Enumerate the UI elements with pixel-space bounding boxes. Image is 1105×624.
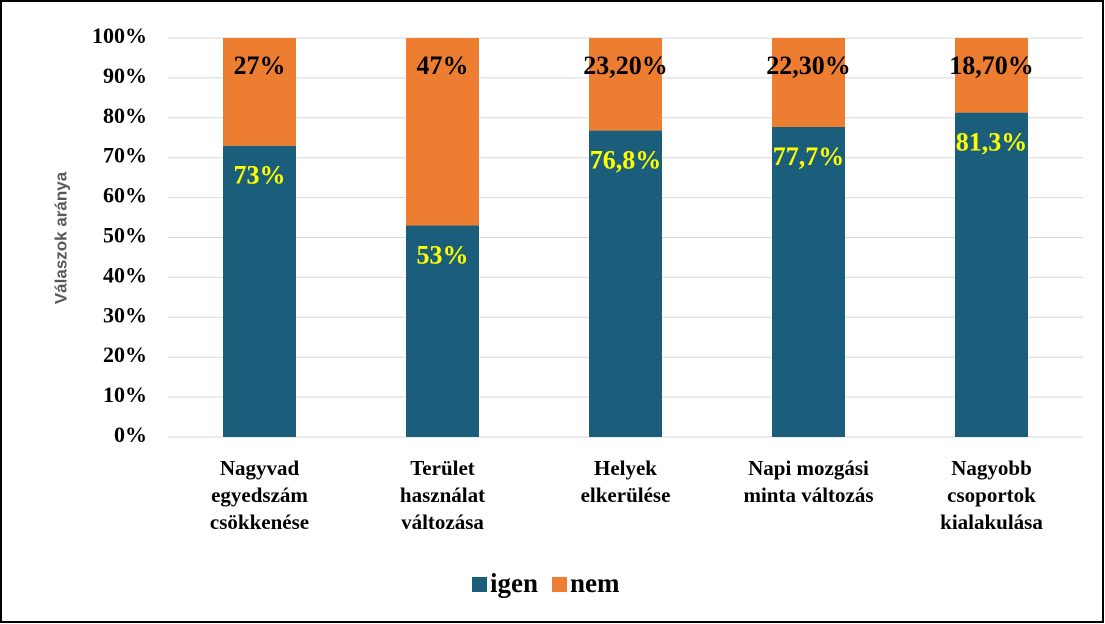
x-tick-label: Helyek — [594, 456, 657, 480]
x-tick-label: csökkenése — [210, 510, 309, 534]
y-tick-label: 20% — [103, 342, 147, 367]
x-tick-label: csoportok — [947, 483, 1036, 507]
data-label: 73% — [234, 161, 286, 190]
y-tick-label: 50% — [103, 223, 147, 248]
x-tick-label: elkerülése — [581, 483, 671, 507]
legend-swatch — [472, 577, 487, 592]
data-label: 47% — [417, 51, 469, 80]
x-tick-label: használat — [400, 483, 485, 507]
bar-segment — [772, 126, 845, 438]
data-label: 76,8% — [590, 146, 662, 175]
y-tick-label: 30% — [103, 302, 147, 327]
bar-segment — [406, 225, 479, 437]
x-tick-label: minta változás — [743, 483, 873, 507]
bar-segment — [589, 130, 662, 437]
data-label: 22,30% — [766, 51, 851, 80]
y-tick-label: 90% — [103, 63, 147, 88]
x-tick-label: kialakulása — [940, 510, 1043, 534]
x-tick-label: változása — [401, 510, 484, 534]
x-tick-label: Napi mozgási — [748, 456, 869, 480]
y-axis-label: Válaszok aránya — [51, 171, 70, 304]
y-tick-label: 70% — [103, 143, 147, 168]
y-tick-label: 10% — [103, 382, 147, 407]
bar-segment — [955, 112, 1028, 437]
legend-label: nem — [570, 568, 620, 598]
y-tick-label: 80% — [103, 103, 147, 128]
data-label: 77,7% — [773, 142, 845, 171]
y-tick-label: 0% — [114, 422, 147, 447]
data-label: 81,3% — [956, 128, 1028, 157]
legend-swatch — [552, 577, 568, 592]
x-tick-label: egyedszám — [211, 483, 308, 507]
bar-segment — [223, 145, 296, 438]
bar-segment — [955, 38, 1028, 113]
legend-label: igen — [490, 568, 538, 598]
x-tick-label: Nagyvad — [220, 456, 300, 480]
x-tick-label: Nagyobb — [951, 456, 1032, 480]
bar-segment — [406, 38, 479, 226]
data-label: 53% — [417, 240, 469, 269]
data-label: 18,70% — [949, 51, 1034, 80]
data-label: 23,20% — [583, 51, 668, 80]
bar-segment — [223, 38, 296, 146]
x-tick-label: Terület — [410, 456, 475, 480]
y-tick-label: 100% — [92, 23, 147, 48]
bar-segment — [589, 38, 662, 131]
bar-segment — [772, 38, 845, 127]
data-label: 27% — [234, 51, 286, 80]
y-tick-label: 40% — [103, 262, 147, 287]
y-tick-label: 60% — [103, 183, 147, 208]
